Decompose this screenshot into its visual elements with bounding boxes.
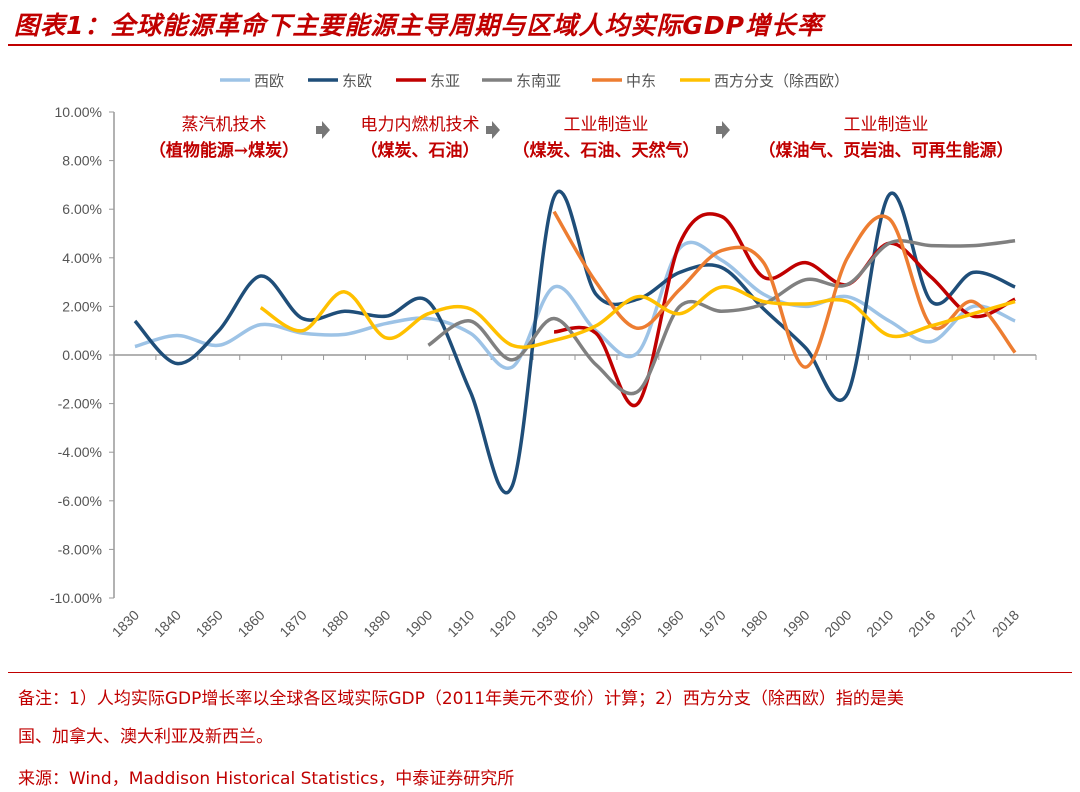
x-tick-label: 1850 xyxy=(193,607,226,640)
y-tick-label: 10.00% xyxy=(55,104,102,120)
y-tick-label: -10.00% xyxy=(50,590,102,606)
x-tick-label: 1920 xyxy=(486,607,519,640)
x-tick-label: 1830 xyxy=(109,607,142,640)
x-tick-label: 1890 xyxy=(360,607,393,640)
x-tick-label: 2017 xyxy=(947,607,980,640)
y-tick-label: -4.00% xyxy=(58,444,102,460)
annotation-energy: （煤油气、页岩油、可再生能源） xyxy=(759,140,1014,161)
series-line-1 xyxy=(133,189,1016,495)
x-tick-label: 2010 xyxy=(863,607,896,640)
x-tick-label: 1960 xyxy=(654,607,687,640)
x-tick-label: 2000 xyxy=(821,607,854,640)
annotation-title: 工业制造业 xyxy=(844,115,929,135)
x-tick-label: 2018 xyxy=(989,607,1022,640)
x-tick-label: 1840 xyxy=(151,607,184,640)
y-tick-label: 0.00% xyxy=(62,347,102,363)
legend-label: 东亚 xyxy=(430,72,460,90)
footer-divider xyxy=(8,672,1072,673)
y-tick-label: 8.00% xyxy=(62,153,102,169)
y-tick-label: -2.00% xyxy=(58,396,102,412)
x-tick-label: 1860 xyxy=(234,607,267,640)
y-tick-label: -6.00% xyxy=(58,493,102,509)
series-line-3 xyxy=(427,239,1016,396)
series-line-2 xyxy=(553,212,1016,408)
y-tick-label: 6.00% xyxy=(62,201,102,217)
legend-label: 东南亚 xyxy=(516,72,561,90)
x-tick-label: 1950 xyxy=(612,607,645,640)
x-tick-label: 2016 xyxy=(905,607,938,640)
legend-label: 西方分支（除西欧） xyxy=(714,72,849,90)
line-chart: -10.00% -8.00% -6.00% -4.00% -2.00% 0.00% 2.00… xyxy=(50,72,1037,640)
arrow-right-icon xyxy=(716,121,730,139)
annotation-title: 电力内燃机技术 xyxy=(361,115,480,135)
x-tick-label: 1930 xyxy=(528,607,561,640)
annotation-title: 工业制造业 xyxy=(564,115,649,135)
y-tick-label: -8.00% xyxy=(58,541,102,557)
note-line-1: 备注：1）人均实际GDP增长率以全球各区域实际GDP（2011年美元不变价）计算… xyxy=(18,689,904,709)
x-tick-label: 1880 xyxy=(318,607,351,640)
annotation-energy: （植物能源→煤炭） xyxy=(149,140,299,161)
title-divider xyxy=(8,44,1072,46)
legend-label: 东欧 xyxy=(342,72,372,90)
series-line-0 xyxy=(134,240,1016,370)
legend-label: 西欧 xyxy=(254,72,284,90)
x-tick-label: 1870 xyxy=(276,607,309,640)
source-note: 来源：Wind，Maddison Historical Statistics，中… xyxy=(18,769,515,789)
x-tick-label: 1990 xyxy=(779,607,812,640)
note-line-2: 国、加拿大、澳大利亚及新西兰。 xyxy=(18,727,273,747)
annotation-energy: （煤炭、石油、天然气） xyxy=(513,140,700,161)
annotation-energy: （煤炭、石油） xyxy=(361,140,480,161)
y-tick-label: 2.00% xyxy=(62,298,102,314)
x-tick-label: 1940 xyxy=(570,607,603,640)
x-tick-label: 1980 xyxy=(737,607,770,640)
arrow-right-icon xyxy=(316,121,330,139)
x-tick-label: 1970 xyxy=(695,607,728,640)
x-tick-label: 1900 xyxy=(402,607,435,640)
y-tick-label: 4.00% xyxy=(62,250,102,266)
arrow-right-icon xyxy=(486,121,500,139)
annotation-title: 蒸汽机技术 xyxy=(182,115,267,135)
legend-label: 中东 xyxy=(626,72,656,90)
x-tick-label: 1910 xyxy=(444,607,477,640)
series-line-5 xyxy=(259,285,1016,349)
figure-title: 图表1：全球能源革命下主要能源主导周期与区域人均实际GDP增长率 xyxy=(14,11,823,40)
